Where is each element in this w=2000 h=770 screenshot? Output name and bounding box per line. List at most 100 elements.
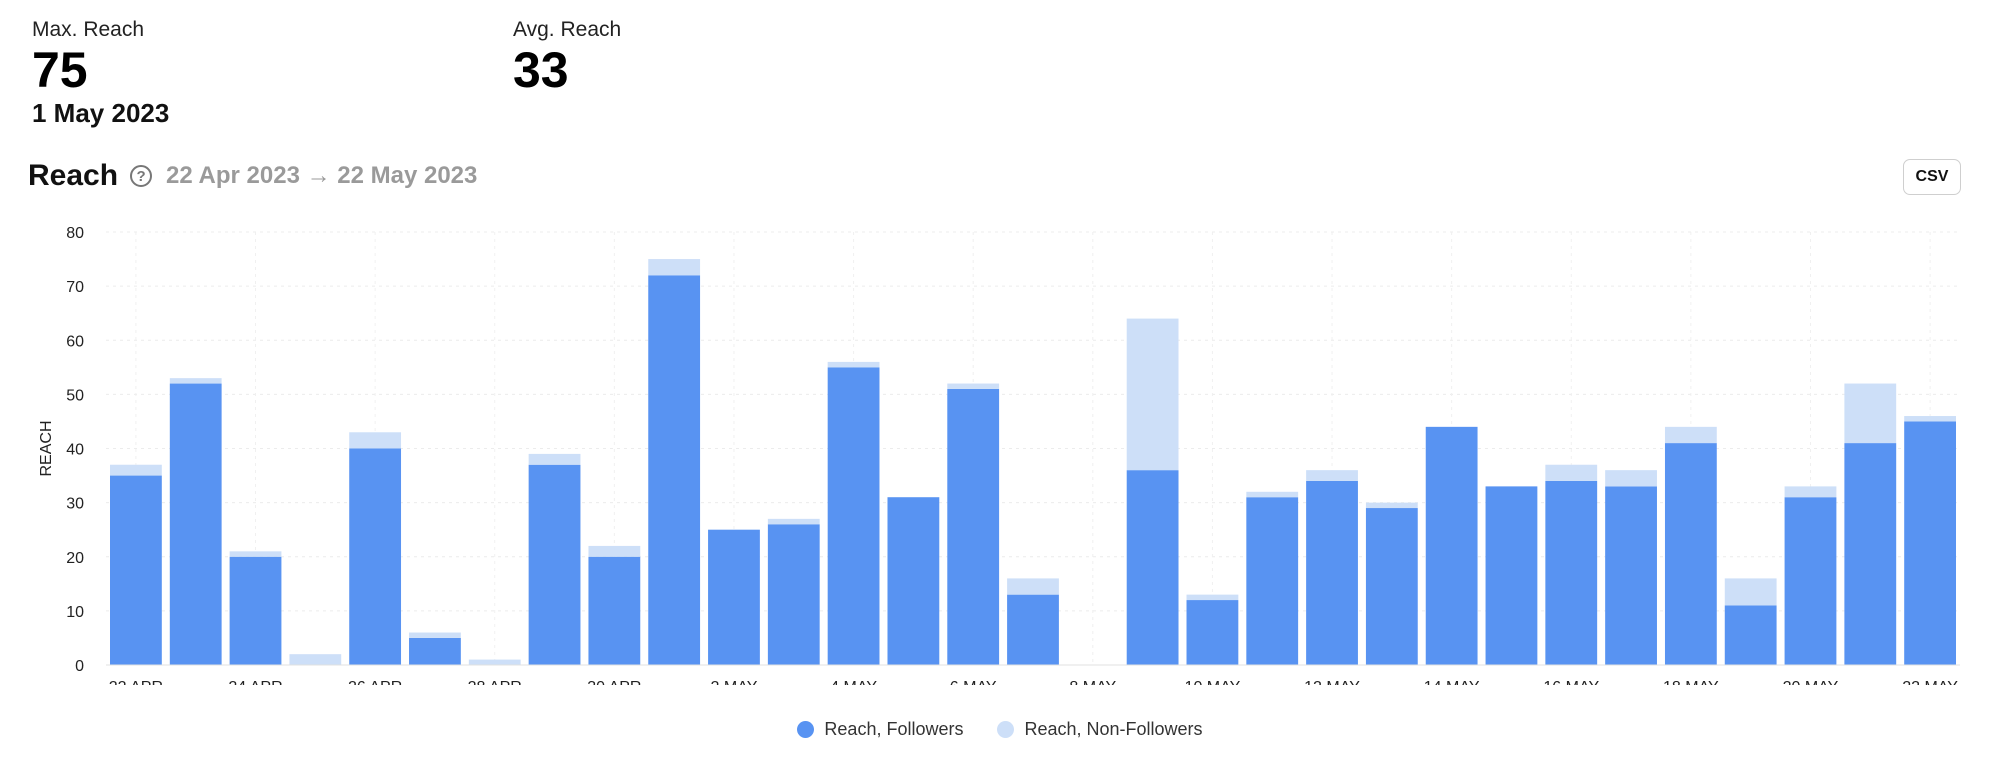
bar-non-followers [289, 654, 342, 665]
y-tick-label: 50 [66, 387, 84, 404]
y-tick-label: 20 [66, 550, 84, 567]
y-tick-label: 80 [66, 225, 84, 242]
avg-reach-value: 33 [513, 42, 569, 98]
x-tick-label: 16 MAY [1543, 679, 1599, 685]
bar-non-followers [110, 464, 162, 476]
bar-non-followers [1605, 470, 1657, 487]
bar-non-followers [528, 453, 581, 465]
bar-non-followers [1545, 464, 1598, 481]
y-tick-label: 30 [66, 496, 84, 513]
bar-followers [827, 367, 880, 665]
legend-item-followers[interactable]: Reach, Followers [797, 719, 963, 740]
x-tick-label: 22 MAY [1902, 679, 1958, 685]
bar-followers [947, 388, 1000, 665]
x-tick-label: 4 MAY [830, 679, 877, 685]
bar-followers [110, 475, 162, 665]
date-range: 22 Apr 2023 → 22 May 2023 [166, 162, 478, 189]
x-tick-label: 26 APR [348, 679, 402, 685]
bar-followers [1365, 508, 1418, 665]
bar-non-followers [588, 545, 641, 557]
bar-non-followers [1844, 383, 1897, 444]
bar-non-followers [169, 378, 222, 384]
bar-followers [229, 556, 282, 665]
avg-reach-label: Avg. Reach [513, 18, 622, 41]
bar-followers [1246, 497, 1299, 665]
bar-followers [1904, 421, 1956, 665]
question-circle-icon[interactable]: ? [130, 165, 153, 187]
bar-followers [169, 383, 222, 665]
bar-followers [648, 275, 701, 665]
bar-non-followers [1246, 491, 1299, 498]
bar-non-followers [349, 432, 402, 449]
x-tick-label: 6 MAY [950, 679, 997, 685]
bar-non-followers [947, 383, 1000, 389]
y-tick-label: 40 [66, 442, 84, 459]
bar-non-followers [409, 632, 461, 638]
max-reach-date: 1 May 2023 [32, 98, 170, 128]
bar-followers [349, 448, 402, 665]
bar-non-followers [1904, 416, 1956, 422]
legend-label-non-followers: Reach, Non-Followers [1024, 719, 1203, 739]
x-tick-label: 20 MAY [1783, 679, 1839, 685]
bar-followers [1485, 486, 1538, 665]
bar-followers [409, 637, 461, 665]
bar-non-followers [468, 659, 521, 665]
bar-followers [1425, 426, 1478, 665]
bar-non-followers [1007, 578, 1059, 595]
chart-title: Reach [28, 159, 119, 192]
legend-item-non-followers[interactable]: Reach, Non-Followers [997, 719, 1203, 740]
x-tick-label: 18 MAY [1663, 679, 1719, 685]
bar-followers [1186, 600, 1239, 665]
bar-non-followers [1784, 486, 1837, 498]
bar-followers [708, 529, 760, 665]
bar-non-followers [1186, 594, 1239, 601]
bar-non-followers [1724, 578, 1777, 606]
x-tick-label: 2 MAY [711, 679, 758, 685]
x-tick-label: 30 APR [587, 679, 641, 685]
bar-non-followers [1306, 470, 1358, 481]
csv-button[interactable]: CSV [1903, 159, 1961, 195]
y-axis-label: REACH [38, 420, 55, 476]
bar-non-followers [767, 518, 820, 525]
bar-non-followers [827, 361, 880, 368]
y-tick-label: 70 [66, 279, 84, 296]
legend-swatch-followers [797, 721, 815, 738]
x-tick-label: 12 MAY [1304, 679, 1360, 685]
bar-followers [887, 497, 940, 665]
y-tick-label: 60 [66, 333, 84, 350]
x-tick-label: 28 APR [468, 679, 522, 685]
bar-followers [1007, 594, 1059, 665]
y-tick-label: 10 [66, 604, 84, 621]
bar-followers [528, 464, 581, 665]
max-reach-label: Max. Reach [32, 18, 145, 41]
legend-label-followers: Reach, Followers [824, 719, 964, 739]
bar-non-followers [229, 551, 282, 557]
bar-followers [1724, 605, 1777, 665]
max-reach-value: 75 [32, 42, 88, 98]
max-reach-stat: Max. Reach 75 1 May 2023 [32, 18, 169, 128]
bar-followers [1126, 470, 1179, 665]
x-tick-label: 10 MAY [1185, 679, 1241, 685]
y-tick-label: 0 [75, 658, 84, 675]
reach-chart: 0 10 20 30 40 50 60 70 80 REACH 22 APR 24 APR 26 APR… [38, 225, 1960, 685]
bar-followers [588, 556, 641, 665]
chart-header: Reach ? 22 Apr 2023 → 22 May 2023 [28, 156, 477, 196]
x-tick-label: 14 MAY [1424, 679, 1480, 685]
bar-non-followers [1365, 502, 1418, 509]
x-tick-label: 22 APR [109, 679, 163, 685]
bar-followers [767, 524, 820, 665]
bar-followers [1545, 480, 1598, 665]
avg-reach-stat: Avg. Reach 33 [513, 18, 621, 98]
x-tick-label: 24 APR [228, 679, 282, 685]
bar-followers [1306, 480, 1358, 665]
bar-followers [1664, 443, 1717, 665]
chart-legend: Reach, Followers Reach, Non-Followers [0, 719, 2000, 740]
x-tick-label: 8 MAY [1069, 679, 1116, 685]
bar-followers [1784, 497, 1837, 665]
bar-non-followers [1664, 426, 1717, 444]
legend-swatch-non-followers [997, 721, 1015, 738]
bar-non-followers [648, 259, 701, 276]
bar-followers [1844, 443, 1897, 665]
bar-non-followers [1126, 318, 1179, 471]
bar-followers [1605, 486, 1657, 665]
